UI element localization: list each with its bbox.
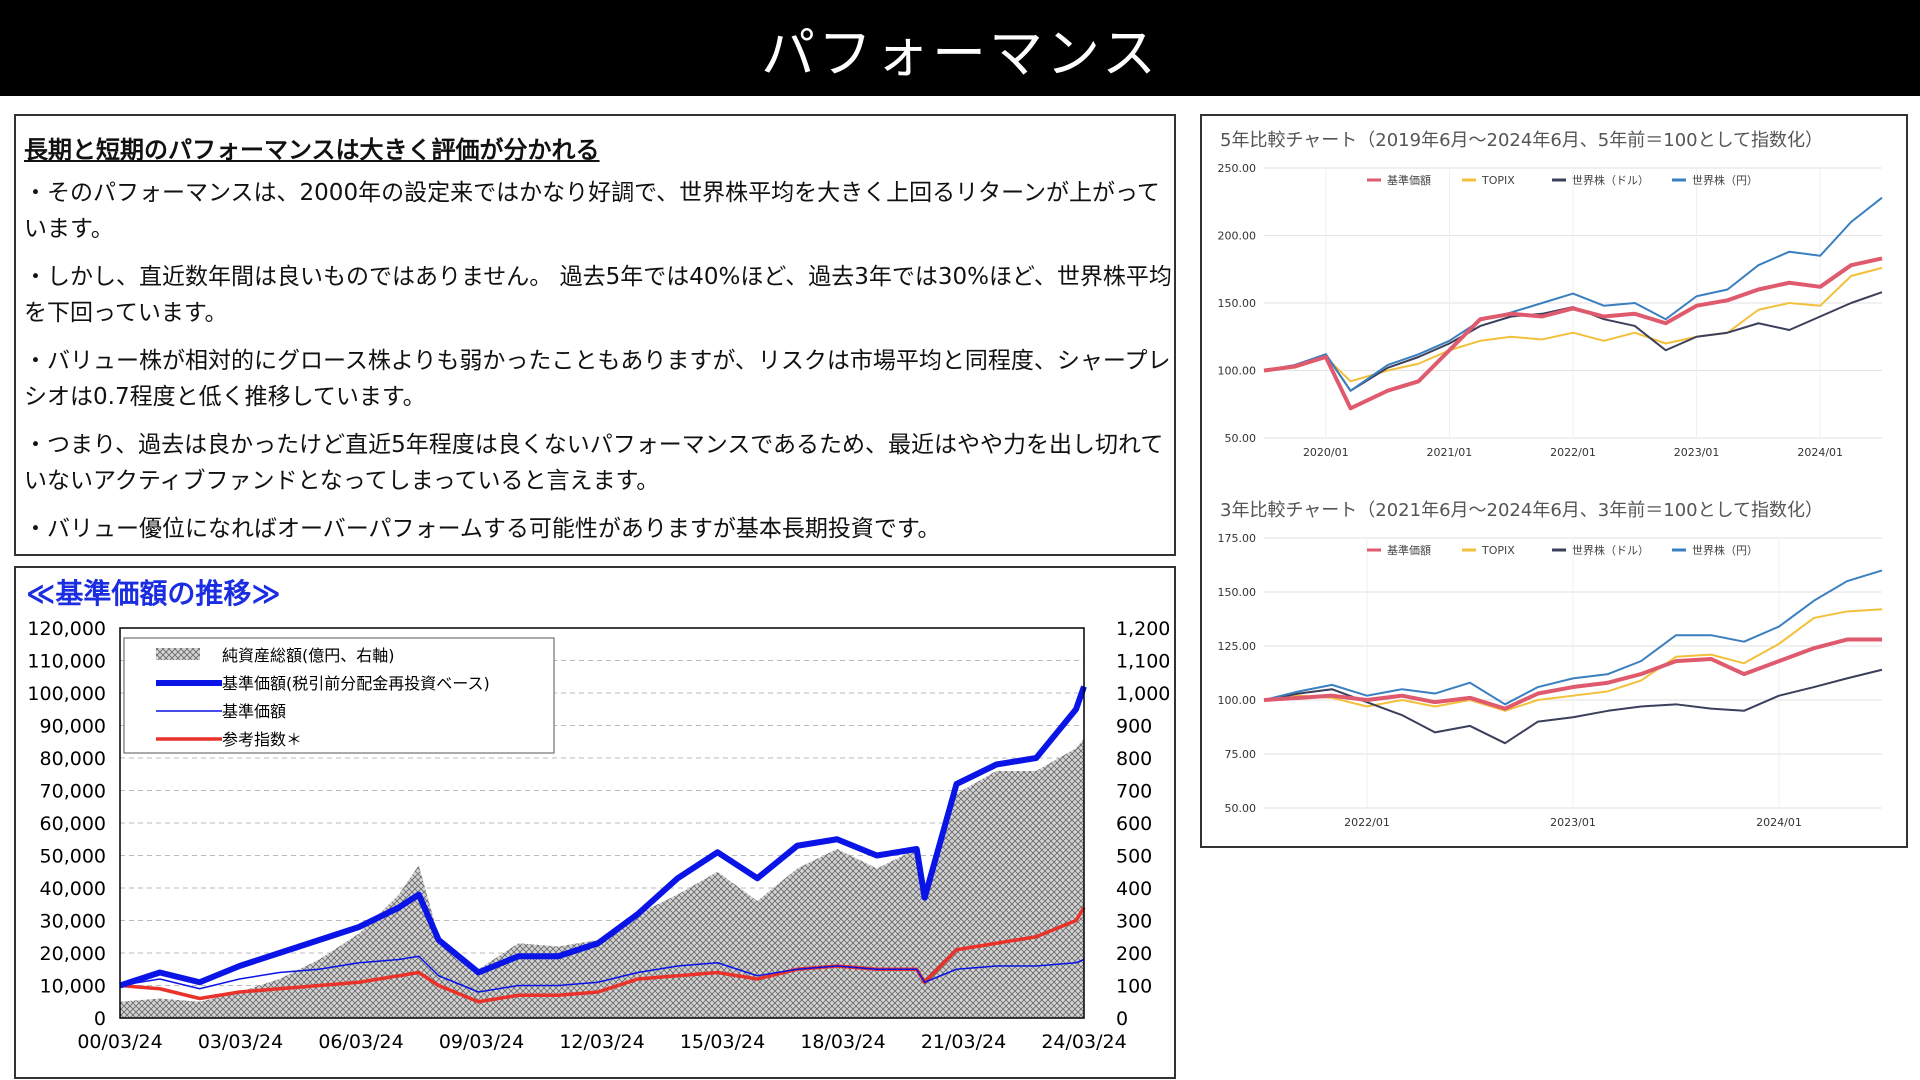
legend-label: 純資産総額(億円、右軸) [222, 646, 395, 665]
x-tick-label: 2022/01 [1344, 816, 1390, 829]
fund-nav-line [1263, 256, 1883, 411]
x-tick-label: 03/03/24 [198, 1031, 283, 1053]
legend-label: 世界株（ドル） [1572, 543, 1649, 557]
y-tick-label: 100.00 [1218, 694, 1257, 707]
y2-tick-label: 300 [1116, 911, 1152, 933]
legend-label: 基準価額 [1387, 543, 1431, 557]
y-tick-label: 70,000 [40, 781, 106, 803]
reference-index-line [119, 906, 1086, 1004]
y2-tick-label: 600 [1116, 813, 1152, 835]
y-tick-label: 75.00 [1225, 748, 1257, 761]
y-tick-label: 100,000 [27, 683, 106, 705]
x-tick-label: 2024/01 [1756, 816, 1802, 829]
nav-reinvested-line [119, 685, 1087, 989]
y-tick-label: 30,000 [40, 911, 106, 933]
x-tick-label: 24/03/24 [1041, 1031, 1126, 1053]
world-jpy-line [1263, 196, 1883, 392]
y2-tick-label: 200 [1116, 943, 1152, 965]
legend-label: TOPIX [1481, 544, 1515, 557]
y-tick-label: 150.00 [1218, 586, 1257, 599]
bullet-item: ・しかし、直近数年間は良いものではありません。 過去5年では40%ほど、過去3年… [24, 264, 1172, 326]
y-tick-label: 40,000 [40, 878, 106, 900]
x-tick-label: 18/03/24 [800, 1031, 885, 1053]
y-tick-label: 10,000 [40, 976, 106, 998]
y-tick-label: 110,000 [27, 651, 106, 673]
y-tick-label: 90,000 [40, 716, 106, 738]
page-title: パフォーマンス [0, 0, 1920, 96]
bullet-item: ・つまり、過去は良かったけど直近5年程度は良くないパフォーマンスであるため、最近… [24, 432, 1164, 494]
nav-chart-title: ≪基準価額の推移≫ [26, 577, 281, 610]
bullet-item: ・そのパフォーマンスは、2000年の設定来ではかなり好調で、世界株平均を大きく上… [24, 180, 1160, 242]
fund-nav-line [1263, 637, 1882, 711]
y-tick-label: 175.00 [1218, 532, 1257, 545]
y2-tick-label: 400 [1116, 878, 1152, 900]
comparison-chart-title: 5年比較チャート（2019年6月〜2024年6月、5年前＝100として指数化） [1220, 130, 1823, 151]
legend-label: TOPIX [1481, 174, 1515, 187]
x-tick-label: 2020/01 [1303, 446, 1349, 459]
x-tick-label: 09/03/24 [439, 1031, 524, 1053]
y2-tick-label: 100 [1116, 976, 1152, 998]
nav-history-chart: 120,000 110,000 100,000 90,000 80,000 70,000 6… [27, 618, 1170, 1053]
y-tick-label: 100.00 [1218, 365, 1257, 378]
y2-tick-label: 1,100 [1116, 651, 1170, 673]
y-tick-label: 125.00 [1218, 640, 1257, 653]
x-tick-label: 2024/01 [1797, 446, 1843, 459]
x-tick-label: 15/03/24 [680, 1031, 765, 1053]
comparison-panel: 5年比較チャート（2019年6月〜2024年6月、5年前＝100として指数化） 2… [1200, 114, 1908, 848]
y2-tick-label: 1,200 [1116, 618, 1170, 640]
y-tick-label: 50,000 [40, 846, 106, 868]
x-tick-label: 06/03/24 [318, 1031, 403, 1053]
y2-tick-label: 500 [1116, 846, 1152, 868]
legend-label: 世界株（円） [1692, 543, 1758, 557]
y-tick-label: 200.00 [1218, 230, 1257, 243]
y-tick-label: 50.00 [1225, 432, 1257, 445]
summary-panel: 長期と短期のパフォーマンスは大きく評価が分かれる ・そのパフォーマンスは、200… [14, 114, 1176, 556]
legend-label: 世界株（円） [1692, 173, 1758, 187]
legend-swatch-assets [156, 648, 200, 660]
legend-label: 基準価額(税引前分配金再投資ベース) [222, 674, 490, 693]
x-tick-label: 21/03/24 [921, 1031, 1006, 1053]
y-tick-label: 60,000 [40, 813, 106, 835]
x-tick-label: 2023/01 [1674, 446, 1720, 459]
x-tick-label: 00/03/24 [77, 1031, 162, 1053]
topix-line [1263, 608, 1883, 712]
three-year-comparison-chart: 3年比較チャート（2021年6月〜2024年6月、3年前＝100として指数化） 1… [1218, 500, 1883, 829]
y2-tick-label: 800 [1116, 748, 1152, 770]
plot-frame [119, 627, 1085, 1019]
x-tick-label: 2023/01 [1550, 816, 1596, 829]
y2-tick-label: 900 [1116, 716, 1152, 738]
legend-label: 基準価額 [1387, 173, 1431, 187]
x-tick-label: 12/03/24 [559, 1031, 644, 1053]
five-year-comparison-chart: 5年比較チャート（2019年6月〜2024年6月、5年前＝100として指数化） 2… [1218, 130, 1883, 459]
y2-tick-label: 700 [1116, 781, 1152, 803]
y2-tick-label: 0 [1116, 1008, 1128, 1030]
comparison-chart-title: 3年比較チャート（2021年6月〜2024年6月、3年前＝100として指数化） [1220, 500, 1823, 521]
x-tick-label: 2021/01 [1427, 446, 1473, 459]
world-jpy-line [1263, 569, 1883, 706]
world-usd-line [1263, 668, 1883, 745]
nav-line [119, 955, 1085, 993]
bullet-item: ・バリュー株が相対的にグロース株よりも弱かったこともありますが、リスクは市場平均… [24, 348, 1171, 410]
nav-history-panel: ≪基準価額の推移≫ 120,000 110,000 100,000 90,000 80,… [14, 566, 1176, 1079]
y2-tick-label: 1,000 [1116, 683, 1170, 705]
y-tick-label: 150.00 [1218, 297, 1257, 310]
y-tick-label: 50.00 [1225, 802, 1257, 815]
y-tick-label: 0 [94, 1008, 106, 1030]
net-assets-area [120, 738, 1084, 1018]
topix-line [1263, 266, 1883, 383]
legend-label: 基準価額 [222, 702, 286, 721]
x-tick-label: 2022/01 [1550, 446, 1596, 459]
y-tick-label: 80,000 [40, 748, 106, 770]
legend-label: 世界株（ドル） [1572, 173, 1649, 187]
summary-headline: 長期と短期のパフォーマンスは大きく評価が分かれる [24, 136, 600, 164]
y-tick-label: 120,000 [27, 618, 106, 640]
bullet-item: ・バリュー優位になればオーバーパフォームする可能性がありますが基本長期投資です。 [24, 516, 941, 542]
y-tick-label: 250.00 [1218, 162, 1257, 175]
y-tick-label: 20,000 [40, 943, 106, 965]
legend-label: 参考指数＊ [222, 730, 302, 749]
